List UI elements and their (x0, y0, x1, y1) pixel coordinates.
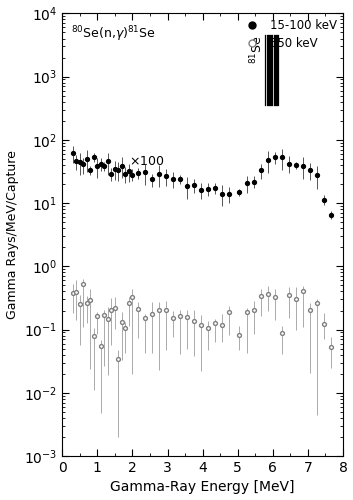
Y-axis label: Gamma Rays/MeV/Capture: Gamma Rays/MeV/Capture (6, 150, 19, 319)
X-axis label: Gamma-Ray Energy [MeV]: Gamma-Ray Energy [MeV] (110, 480, 295, 494)
Legend: 15-100 keV, 550 keV: 15-100 keV, 550 keV (241, 20, 337, 50)
Text: $^{80}$Se(n,$\gamma$)$^{81}$Se: $^{80}$Se(n,$\gamma$)$^{81}$Se (71, 24, 156, 44)
Text: $\times$100: $\times$100 (129, 156, 164, 168)
Text: $^{81}$Se: $^{81}$Se (249, 36, 265, 64)
